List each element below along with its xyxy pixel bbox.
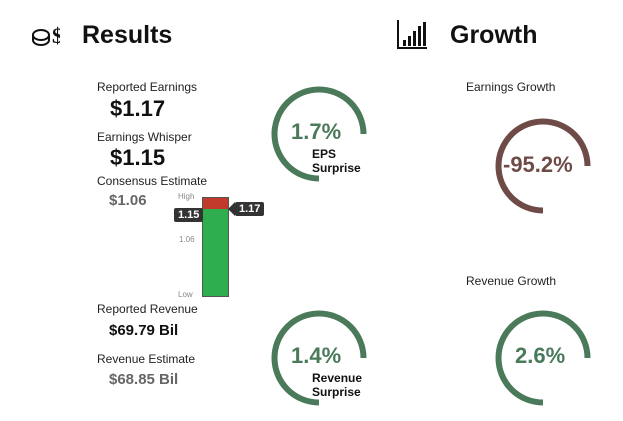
consensus-estimate-label: Consensus Estimate bbox=[97, 174, 208, 188]
revenue-surprise-gauge bbox=[268, 307, 370, 409]
eps-surprise-gauge bbox=[268, 83, 370, 185]
earnings-growth-value: -95.2% bbox=[503, 152, 573, 177]
revenue-growth-gauge bbox=[492, 307, 594, 409]
reported-tag-pointer bbox=[228, 202, 235, 216]
eps-surprise-line1: EPS bbox=[312, 147, 337, 161]
revenue-surprise-label: Revenue Surprise bbox=[312, 371, 363, 400]
money-bag-icon: $ bbox=[30, 19, 63, 49]
revenue-estimate-label: Revenue Estimate bbox=[97, 352, 196, 366]
earnings-whisper-label: Earnings Whisper bbox=[97, 130, 192, 144]
consensus-estimate-value: $1.06 bbox=[109, 192, 147, 209]
svg-text:$: $ bbox=[52, 23, 60, 48]
reported-earnings-label: Reported Earnings bbox=[97, 80, 198, 94]
revenue-surprise-line1: Revenue bbox=[312, 371, 363, 385]
earnings-range-bar bbox=[202, 197, 229, 297]
range-low-label: Low bbox=[178, 290, 193, 299]
revenue-growth-value: 2.6% bbox=[515, 343, 566, 368]
reported-revenue-label: Reported Revenue bbox=[97, 302, 198, 316]
revenue-estimate-value: $68.85 Bil bbox=[109, 371, 179, 388]
reported-tag: 1.17 bbox=[235, 202, 265, 216]
range-consensus-tick: 1.06 bbox=[179, 235, 195, 244]
revenue-surprise-value: 1.4% bbox=[291, 343, 342, 368]
eps-surprise-line2: Surprise bbox=[312, 160, 361, 175]
eps-surprise-value: 1.7% bbox=[291, 119, 342, 144]
earnings-growth-label: Earnings Growth bbox=[466, 80, 556, 94]
whisper-tag: 1.15 bbox=[174, 208, 204, 222]
surprise-band bbox=[203, 198, 228, 209]
revenue-growth-label: Revenue Growth bbox=[466, 274, 557, 288]
results-title: Results bbox=[82, 21, 173, 49]
earnings-growth-gauge bbox=[492, 115, 594, 217]
bar-chart-icon bbox=[396, 18, 428, 50]
reported-revenue-value: $69.79 Bil bbox=[109, 322, 179, 339]
eps-surprise-label: EPS Surprise bbox=[312, 147, 361, 176]
earnings-whisper-value: $1.15 bbox=[110, 145, 166, 170]
revenue-surprise-line2: Surprise bbox=[312, 384, 361, 399]
growth-title: Growth bbox=[450, 21, 538, 49]
range-high-label: High bbox=[178, 192, 195, 201]
reported-earnings-value: $1.17 bbox=[110, 96, 166, 121]
